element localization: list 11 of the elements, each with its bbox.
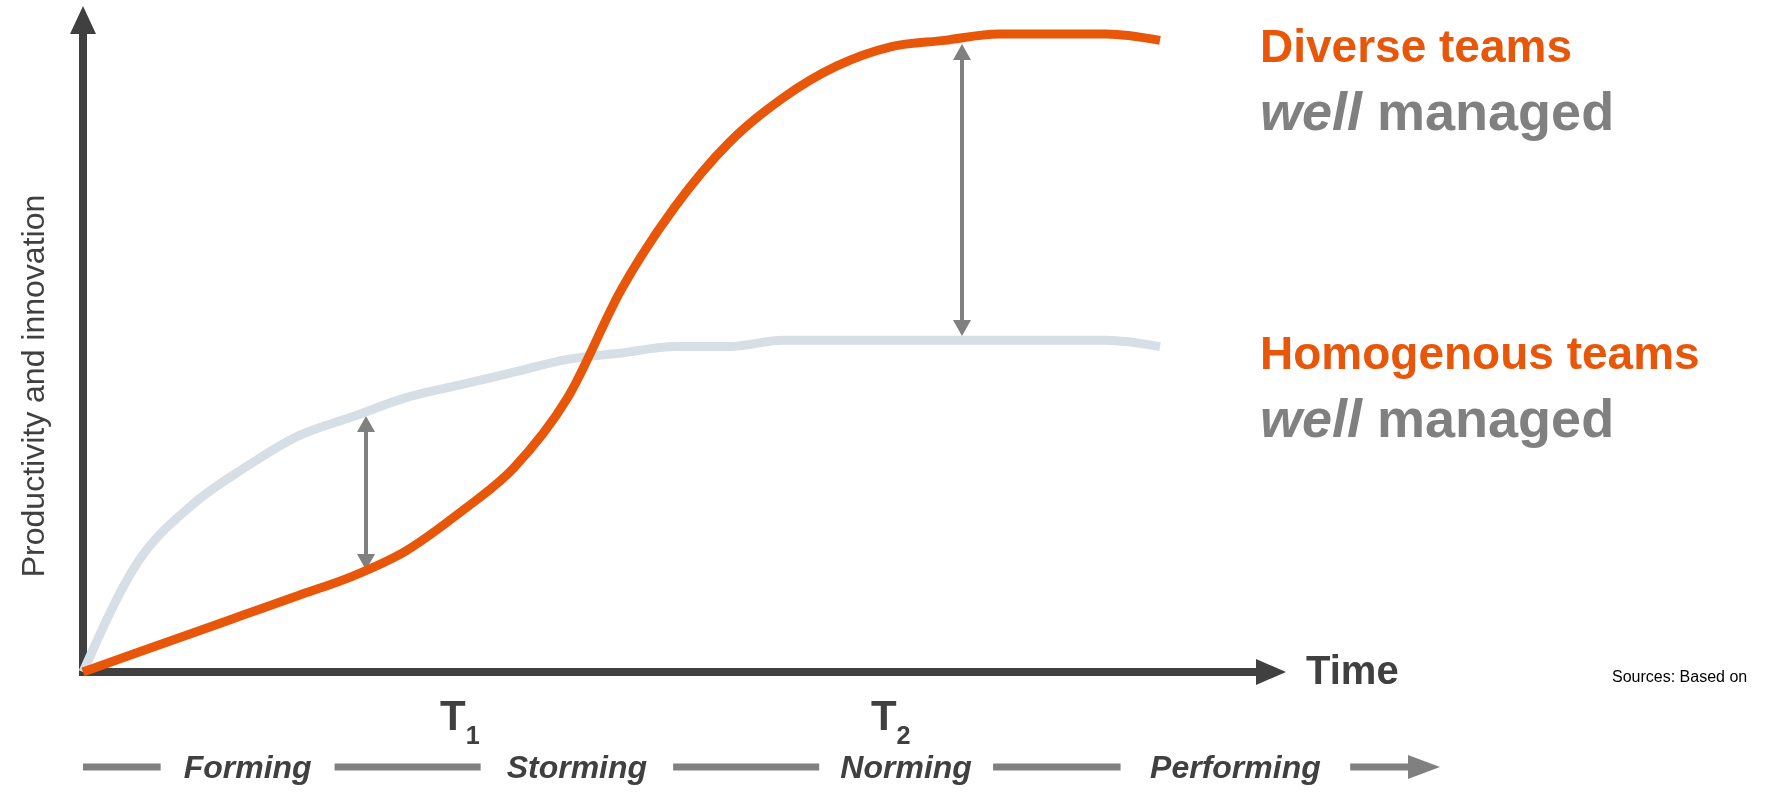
series-label: Homogenous teams well managed xyxy=(1260,326,1700,448)
source-note: Sources: Based on xyxy=(1612,668,1748,685)
series-label: Diverse teams well managed xyxy=(1260,20,1615,142)
y-axis-title: Productivity and innovation xyxy=(15,194,51,578)
x-tick-label: T$_{2}$ xyxy=(870,692,911,749)
text: Norming xyxy=(840,749,972,785)
text: Storming xyxy=(506,749,648,785)
text: Forming xyxy=(183,749,312,785)
text: Performing xyxy=(1150,749,1321,785)
x-axis-title: Time xyxy=(1306,648,1399,692)
x-tick-label: T$_{1}$ xyxy=(440,692,480,749)
